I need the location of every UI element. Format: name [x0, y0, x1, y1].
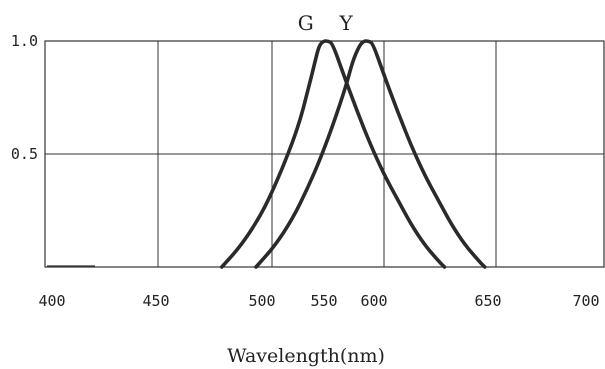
x-tick-label: 700 [572, 292, 599, 310]
x-axis-ticks: 400 450 500 550 600 650 700 [38, 292, 599, 310]
y-tick-label: 1.0 [11, 32, 38, 50]
x-tick-label: 450 [142, 292, 169, 310]
x-tick-label: 650 [474, 292, 501, 310]
series-y-label: Y [338, 11, 353, 35]
x-tick-label: 600 [360, 292, 387, 310]
series-y-curve [254, 39, 487, 269]
series-g-curve [220, 39, 447, 269]
series-curves [220, 39, 487, 269]
y-tick-label: 0.5 [11, 145, 38, 163]
x-tick-label: 550 [310, 292, 337, 310]
x-tick-label: 500 [248, 292, 275, 310]
y-axis-ticks: 1.0 0.5 [11, 32, 38, 163]
x-axis-label: Wavelength(nm) [227, 345, 385, 367]
series-g-label: G [298, 11, 314, 35]
grid-lines [45, 40, 604, 267]
x-tick-label: 400 [38, 292, 65, 310]
